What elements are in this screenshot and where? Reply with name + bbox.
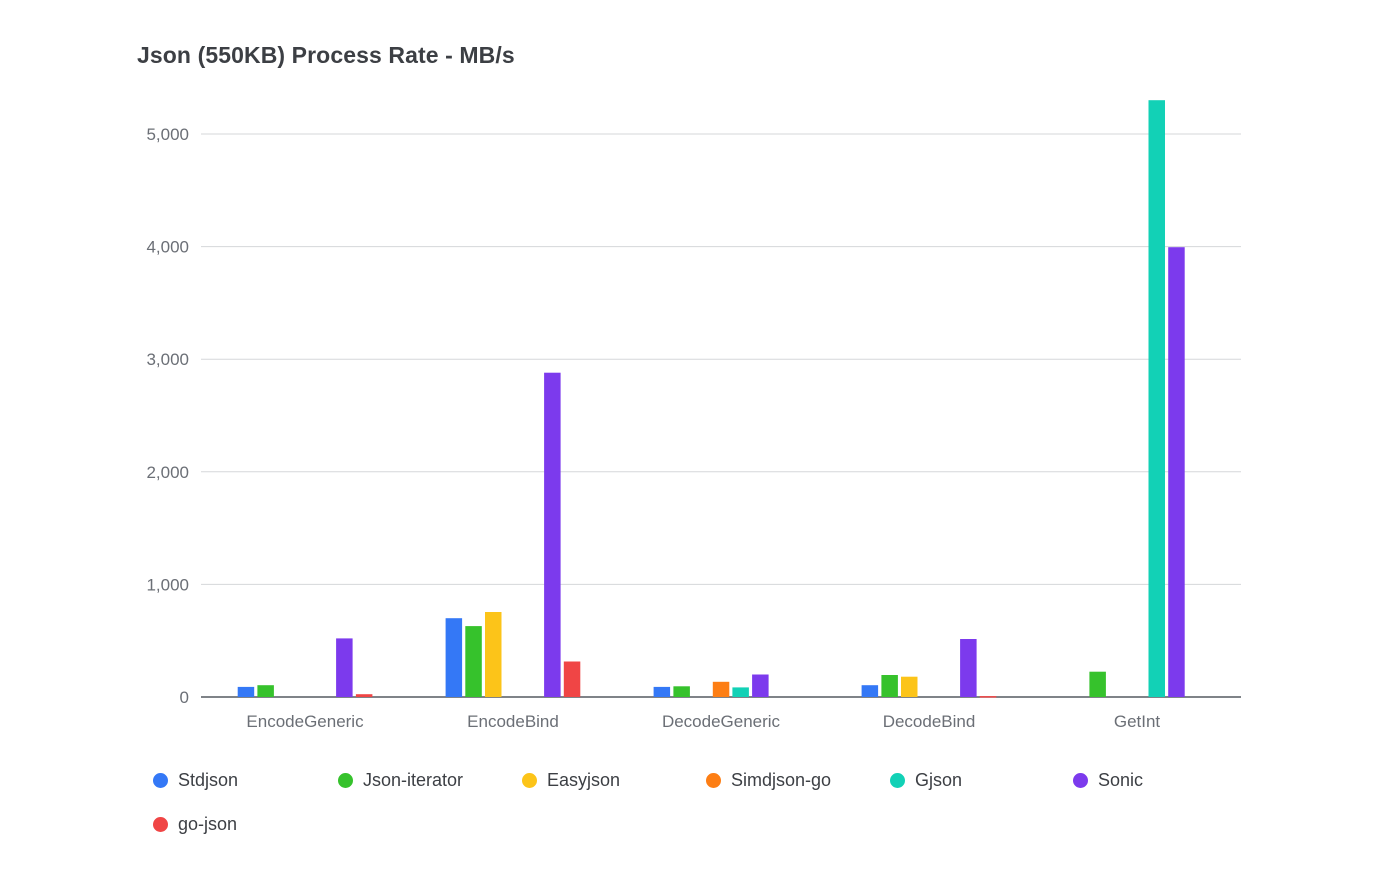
bar-gjson-decodegeneric[interactable] — [732, 687, 749, 697]
y-tick-label: 1,000 — [146, 575, 189, 594]
bar-json-iterator-encodegeneric[interactable] — [257, 685, 274, 697]
legend-item-go-json[interactable]: go-json — [153, 814, 237, 835]
legend-label: Easyjson — [547, 770, 621, 790]
bar-stdjson-decodebind[interactable] — [861, 685, 879, 697]
x-tick-label: DecodeGeneric — [662, 712, 781, 731]
legend-item-stdjson[interactable]: Stdjson — [153, 770, 238, 791]
bar-simdjson-go-decodegeneric[interactable] — [712, 681, 730, 697]
bar-sonic-encodegeneric[interactable] — [336, 638, 353, 697]
legend-label: go-json — [178, 814, 238, 834]
legend-swatch — [1073, 773, 1088, 788]
bar-gjson-getint[interactable] — [1148, 100, 1166, 697]
bar-json-iterator-getint[interactable] — [1089, 671, 1106, 697]
legend-swatch — [522, 773, 537, 788]
y-axis-ticks: 0 1,000 2,000 3,000 4,000 5,000 — [146, 125, 189, 707]
legend-label: Gjson — [915, 770, 963, 790]
bar-stdjson-decodegeneric[interactable] — [653, 686, 671, 697]
legend-item-json-iterator[interactable]: Json-iterator — [338, 770, 463, 791]
bar-easyjson-decodebind[interactable] — [901, 676, 918, 697]
legend-swatch — [706, 773, 721, 788]
bar-json-iterator-encodebind[interactable] — [465, 626, 482, 697]
legend-swatch — [153, 817, 168, 832]
x-tick-label: DecodeBind — [883, 712, 976, 731]
legend-item-easyjson[interactable]: Easyjson — [522, 770, 620, 791]
bar-sonic-encodebind[interactable] — [544, 372, 561, 697]
bar-json-iterator-decodegeneric[interactable] — [673, 686, 690, 697]
legend-label: Sonic — [1098, 770, 1144, 790]
legend-item-gjson[interactable]: Gjson — [890, 770, 962, 791]
bar-sonic-decodebind[interactable] — [960, 639, 977, 697]
y-tick-label: 3,000 — [146, 350, 189, 369]
bar-go-json-encodebind[interactable] — [563, 661, 581, 698]
legend-item-simdjson-go[interactable]: Simdjson-go — [706, 770, 831, 791]
x-tick-label: GetInt — [1114, 712, 1161, 731]
bar-stdjson-encodegeneric[interactable] — [237, 686, 255, 697]
bar-sonic-getint[interactable] — [1168, 247, 1185, 697]
legend-swatch — [890, 773, 905, 788]
bar-go-json-encodegeneric[interactable] — [355, 694, 373, 697]
bar-easyjson-encodebind[interactable] — [485, 612, 502, 697]
bar-json-iterator-decodebind[interactable] — [881, 675, 898, 697]
bar-go-json-decodebind[interactable] — [979, 696, 997, 698]
legend-item-sonic[interactable]: Sonic — [1073, 770, 1143, 791]
chart-title: Json (550KB) Process Rate - MB/s — [137, 42, 515, 68]
bar-stdjson-encodebind[interactable] — [445, 618, 463, 697]
bar-sonic-decodegeneric[interactable] — [752, 674, 769, 698]
bars — [237, 100, 1185, 698]
legend-swatch — [153, 773, 168, 788]
legend-swatch — [338, 773, 353, 788]
y-tick-label: 4,000 — [146, 238, 189, 257]
x-axis-ticks: EncodeGeneric EncodeBind DecodeGeneric Deco… — [246, 712, 1160, 731]
legend-label: Simdjson-go — [731, 770, 832, 790]
y-tick-label: 5,000 — [146, 125, 189, 144]
y-tick-label: 2,000 — [146, 463, 189, 482]
x-tick-label: EncodeGeneric — [246, 712, 364, 731]
grid-lines — [201, 133, 1241, 698]
legend-label: Stdjson — [178, 770, 239, 790]
legend-label: Json-iterator — [363, 770, 464, 790]
x-tick-label: EncodeBind — [467, 712, 559, 731]
y-tick-label: 0 — [180, 688, 189, 707]
